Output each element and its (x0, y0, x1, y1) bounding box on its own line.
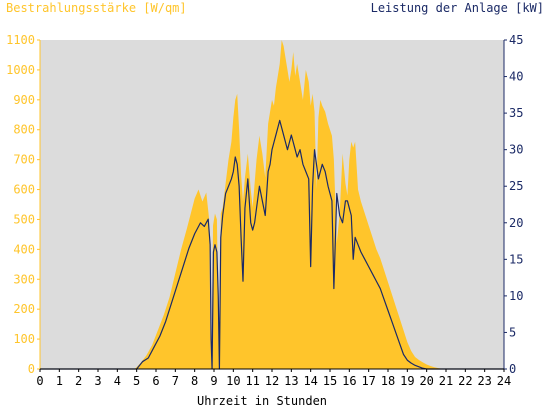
x-tick-label: 4 (114, 374, 121, 388)
left-tick-label: 200 (13, 302, 35, 316)
x-tick-label: 19 (400, 374, 414, 388)
x-tick-label: 20 (419, 374, 433, 388)
x-tick-label: 10 (226, 374, 240, 388)
x-tick-label: 15 (323, 374, 337, 388)
right-tick-label: 30 (509, 143, 523, 157)
irradiance-area (40, 40, 504, 369)
right-tick-label: 20 (509, 216, 523, 230)
x-tick-label: 23 (477, 374, 491, 388)
power-line (40, 119, 504, 370)
right-ticks: 0 5 10 15 20 25 30 35 40 45 (504, 33, 523, 376)
left-axis-label: Bestrahlungsstärke [W/qm] (6, 1, 187, 15)
left-tick-label: 300 (13, 272, 35, 286)
right-tick-label: 35 (509, 106, 523, 120)
series-layer (40, 40, 504, 370)
right-tick-label: 5 (509, 325, 516, 339)
left-tick-label: 700 (13, 153, 35, 167)
left-tick-label: 1000 (6, 63, 35, 77)
left-tick-label: 600 (13, 183, 35, 197)
x-tick-label: 12 (265, 374, 279, 388)
x-tick-label: 18 (381, 374, 395, 388)
right-tick-label: 0 (509, 362, 516, 376)
x-axis-label: Uhrzeit in Stunden (197, 394, 327, 408)
x-tick-label: 14 (303, 374, 317, 388)
right-tick-label: 45 (509, 33, 523, 47)
right-axis-label: Leistung der Anlage [kW] (371, 1, 544, 15)
left-tick-label: 900 (13, 93, 35, 107)
x-tick-label: 9 (210, 374, 217, 388)
right-tick-label: 15 (509, 252, 523, 266)
x-tick-label: 6 (152, 374, 159, 388)
x-tick-label: 17 (361, 374, 375, 388)
x-tick-label: 13 (284, 374, 298, 388)
x-tick-label: 21 (439, 374, 453, 388)
x-tick-label: 5 (133, 374, 140, 388)
x-tick-label: 7 (172, 374, 179, 388)
right-tick-label: 25 (509, 179, 523, 193)
left-tick-label: 500 (13, 212, 35, 226)
x-tick-label: 1 (56, 374, 63, 388)
left-ticks: 0 100 200 300 400 500 600 700 800 900 1000 1100 (6, 33, 40, 376)
left-tick-label: 0 (28, 362, 35, 376)
right-tick-label: 10 (509, 289, 523, 303)
x-tick-label: 16 (342, 374, 356, 388)
left-tick-label: 100 (13, 332, 35, 346)
x-tick-label: 3 (94, 374, 101, 388)
x-tick-label: 8 (191, 374, 198, 388)
x-tick-label: 0 (36, 374, 43, 388)
left-tick-label: 800 (13, 123, 35, 137)
left-tick-label: 400 (13, 242, 35, 256)
x-ticks: 0 1 2 3 4 5 6 7 8 9 10 11 12 13 14 15 16 17 18 19 20 21 22 23 24 (36, 369, 511, 388)
x-tick-label: 11 (245, 374, 259, 388)
right-tick-label: 40 (509, 70, 523, 84)
x-tick-label: 24 (497, 374, 511, 388)
left-tick-label: 1100 (6, 33, 35, 47)
x-tick-label: 22 (458, 374, 472, 388)
x-tick-label: 2 (75, 374, 82, 388)
